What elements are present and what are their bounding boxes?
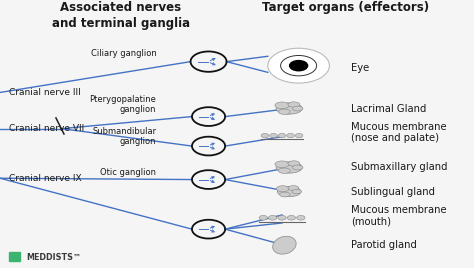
Circle shape (295, 133, 303, 138)
Text: Eye: Eye (351, 63, 369, 73)
Circle shape (281, 55, 317, 76)
Ellipse shape (278, 109, 290, 114)
Circle shape (259, 215, 267, 220)
Text: Submandibular
ganglion: Submandibular ganglion (92, 127, 156, 146)
Ellipse shape (275, 102, 289, 109)
Circle shape (278, 215, 286, 220)
Ellipse shape (276, 162, 302, 173)
Circle shape (287, 133, 294, 138)
Ellipse shape (273, 236, 296, 254)
Text: Parotid gland: Parotid gland (351, 240, 417, 250)
Bar (9, 252, 20, 261)
Circle shape (290, 61, 308, 71)
Ellipse shape (292, 165, 303, 170)
Ellipse shape (276, 186, 289, 192)
Text: Pterygopalatine
ganglion: Pterygopalatine ganglion (90, 95, 156, 114)
Text: Mucous membrane
(mouth): Mucous membrane (mouth) (351, 205, 447, 226)
Circle shape (270, 133, 277, 138)
Ellipse shape (278, 168, 290, 173)
Ellipse shape (276, 103, 302, 114)
Circle shape (268, 215, 277, 220)
Circle shape (287, 215, 296, 220)
Ellipse shape (288, 102, 300, 107)
Circle shape (278, 133, 286, 138)
Text: Mucous membrane
(nose and palate): Mucous membrane (nose and palate) (351, 122, 447, 143)
Ellipse shape (280, 192, 290, 197)
Text: MEDDISTS™: MEDDISTS™ (26, 253, 81, 262)
Ellipse shape (292, 189, 301, 194)
Text: Cranial nerve IX: Cranial nerve IX (9, 174, 82, 183)
Text: Sublingual gland: Sublingual gland (351, 187, 435, 197)
Text: Lacrimal Gland: Lacrimal Gland (351, 103, 426, 114)
Circle shape (297, 215, 305, 220)
Ellipse shape (292, 106, 303, 111)
Text: Otic ganglion: Otic ganglion (100, 168, 156, 177)
Text: Associated nerves
and terminal ganglia: Associated nerves and terminal ganglia (52, 1, 190, 30)
Ellipse shape (277, 187, 301, 197)
Text: Submaxillary gland: Submaxillary gland (351, 162, 447, 173)
Text: Cranial nerve III: Cranial nerve III (9, 88, 81, 97)
Circle shape (268, 48, 329, 83)
Text: Ciliary ganglion: Ciliary ganglion (91, 49, 156, 58)
Circle shape (261, 133, 269, 138)
Text: Target organs (effectors): Target organs (effectors) (263, 1, 429, 14)
Ellipse shape (288, 161, 300, 166)
Text: Cranial nerve VII: Cranial nerve VII (9, 124, 85, 133)
Ellipse shape (275, 161, 289, 168)
Ellipse shape (288, 185, 299, 191)
